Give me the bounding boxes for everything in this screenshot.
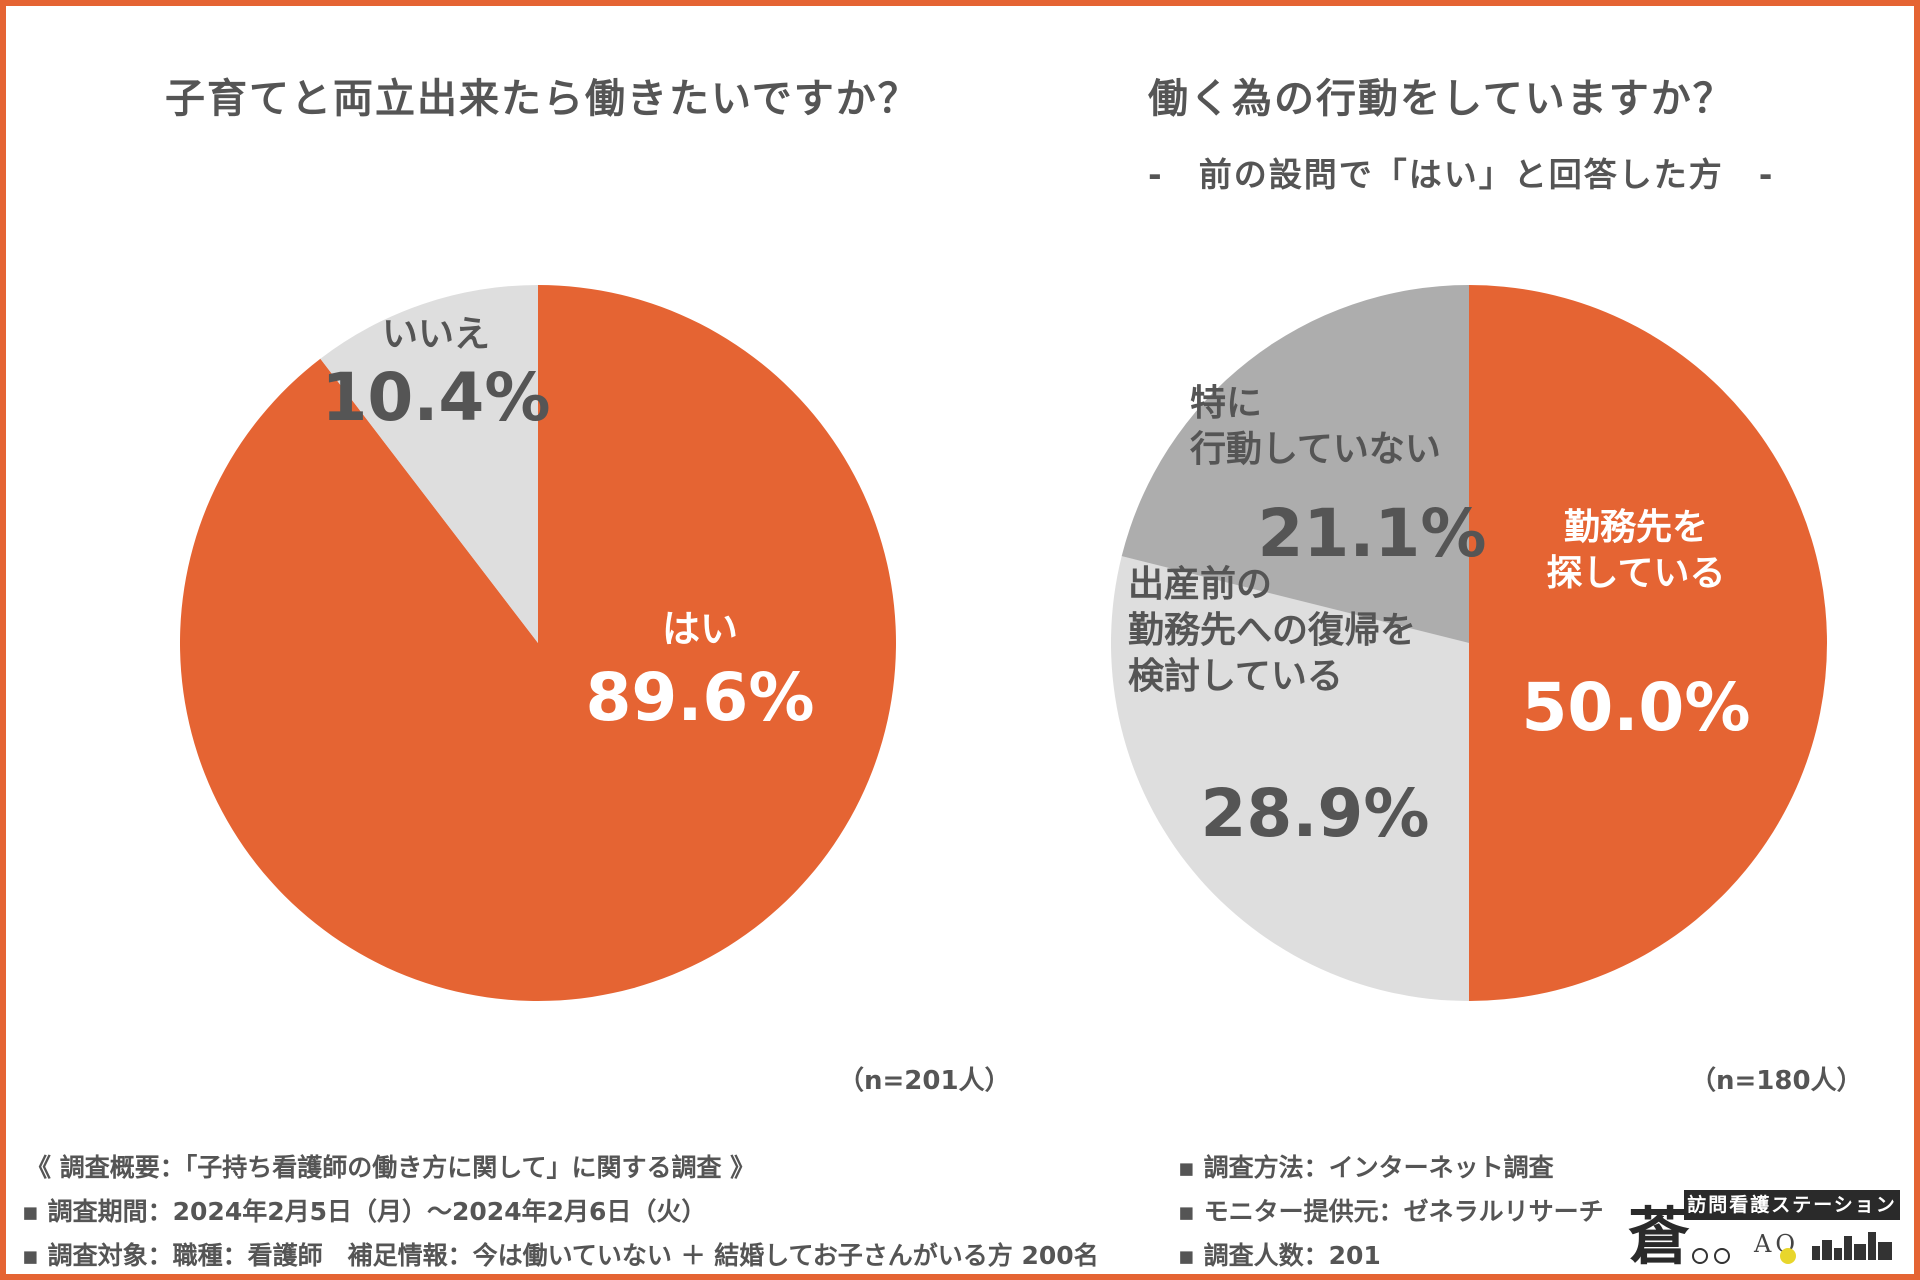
chart1-slice-1 <box>179 285 896 1002</box>
chart2-title: 働く為の行動をしていますか？ <box>1148 76 1735 122</box>
brand-logo: 蒼 訪問看護ステーション AO <box>1628 1180 1908 1273</box>
chart1-slice-1-value: 89.6% <box>586 659 815 736</box>
chart2-slice-1 <box>1469 285 1827 1001</box>
logo-skyline-icon <box>1692 1232 1892 1264</box>
chart2-slice-3 <box>1121 285 1469 643</box>
footer-right-3: ▪ 調査人数：201 <box>1178 1241 1381 1270</box>
chart2-subtitle: - 前の設問で「はい」と回答した方 - <box>1148 155 1775 194</box>
chart1-slice-2 <box>320 285 538 643</box>
footer-right-1: ▪ 調査方法：インターネット調査 <box>1178 1153 1554 1182</box>
chart1-n-label: （n=201人） <box>838 1066 1011 1096</box>
chart2-slice-1-label: 勤務先を探している <box>1547 507 1726 594</box>
chart2-slice-2 <box>1110 556 1469 1002</box>
footer-left-2: ▪ 調査期間：2024年2月5日（月）〜2024年2月6日（火） <box>22 1197 707 1226</box>
chart2-slice-2-value: 28.9% <box>1201 775 1430 852</box>
chart1-title: 子育てと両立出来たら働きたいですか？ <box>165 76 920 122</box>
chart1-slice-2-label: いいえ <box>382 314 490 355</box>
chart1-slice-2-value: 10.4% <box>322 359 551 436</box>
chart1-slice-1-label: はい <box>662 607 738 651</box>
chart2-n-label: （n=180人） <box>1690 1066 1863 1096</box>
footer-left-1: 《 調査概要：「子持ち看護師の働き方に関して」に関する調査 》 <box>26 1153 756 1182</box>
footer-right-2: ▪ モニター提供元：ゼネラルリサーチ <box>1178 1197 1604 1226</box>
footer-left-3: ▪ 調査対象：職種：看護師 補足情報：今は働いていない ＋ 結婚してお子さんがい… <box>22 1241 1099 1270</box>
chart2-slice-2-label: 出産前の勤務先への復帰を検討している <box>1128 564 1416 697</box>
chart2-slice-3-value: 21.1% <box>1258 495 1487 572</box>
logo-kanji: 蒼 <box>1628 1200 1691 1273</box>
chart2-slice-3-label: 特に行動していない <box>1190 383 1441 470</box>
chart2-slice-1-value: 50.0% <box>1522 669 1751 746</box>
logo-text: 訪問看護ステーション <box>1684 1190 1900 1220</box>
